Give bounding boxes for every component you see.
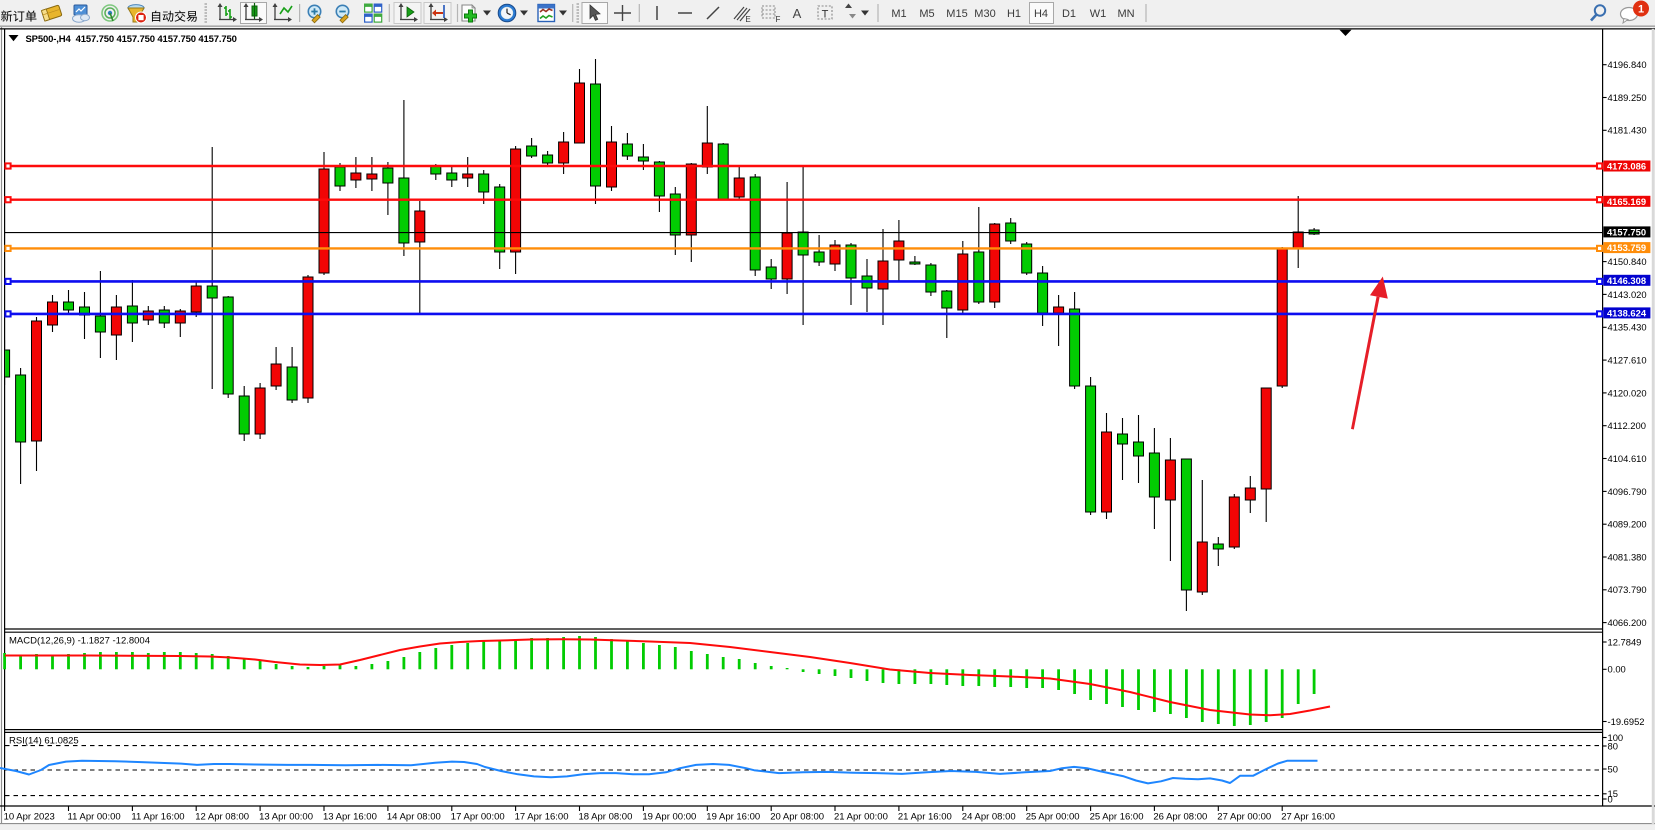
svg-text:4150.840: 4150.840 bbox=[1608, 256, 1647, 267]
svg-text:13 Apr 00:00: 13 Apr 00:00 bbox=[259, 812, 313, 823]
svg-text:13 Apr 16:00: 13 Apr 16:00 bbox=[323, 812, 377, 823]
svg-text:4189.250: 4189.250 bbox=[1608, 92, 1647, 103]
svg-text:0: 0 bbox=[1608, 793, 1613, 804]
svg-text:50: 50 bbox=[1608, 763, 1618, 774]
svg-text:-19.6952: -19.6952 bbox=[1608, 716, 1645, 727]
svg-text:4143.020: 4143.020 bbox=[1608, 289, 1647, 300]
svg-text:H4: H4 bbox=[1034, 8, 1048, 20]
svg-text:MN: MN bbox=[1117, 8, 1134, 20]
svg-text:RSI(14) 61.0825: RSI(14) 61.0825 bbox=[9, 736, 79, 747]
svg-text:4165.169: 4165.169 bbox=[1607, 196, 1646, 207]
svg-text:14 Apr 08:00: 14 Apr 08:00 bbox=[387, 812, 441, 823]
svg-text:W1: W1 bbox=[1090, 8, 1107, 20]
svg-text:T: T bbox=[822, 9, 829, 21]
svg-text:80: 80 bbox=[1608, 740, 1618, 751]
svg-text:4196.840: 4196.840 bbox=[1608, 59, 1647, 70]
svg-text:4157.750: 4157.750 bbox=[1607, 226, 1646, 237]
svg-text:4073.790: 4073.790 bbox=[1608, 584, 1647, 595]
svg-text:25 Apr 00:00: 25 Apr 00:00 bbox=[1026, 812, 1080, 823]
svg-text:MACD(12,26,9) -1.1827 -12.8004: MACD(12,26,9) -1.1827 -12.8004 bbox=[9, 636, 150, 647]
svg-text:4089.200: 4089.200 bbox=[1608, 519, 1647, 530]
svg-text:E: E bbox=[745, 15, 750, 24]
svg-text:M5: M5 bbox=[919, 8, 934, 20]
svg-text:27 Apr 00:00: 27 Apr 00:00 bbox=[1217, 812, 1271, 823]
svg-text:12.7849: 12.7849 bbox=[1608, 636, 1642, 647]
svg-text:24 Apr 08:00: 24 Apr 08:00 bbox=[962, 812, 1016, 823]
svg-text:4153.759: 4153.759 bbox=[1607, 242, 1646, 253]
svg-text:F: F bbox=[776, 15, 781, 24]
svg-text:11 Apr 00:00: 11 Apr 00:00 bbox=[68, 812, 121, 823]
svg-text:4127.610: 4127.610 bbox=[1608, 355, 1647, 366]
svg-text:12 Apr 08:00: 12 Apr 08:00 bbox=[195, 812, 249, 823]
svg-text:A: A bbox=[793, 6, 802, 21]
svg-text:4112.200: 4112.200 bbox=[1608, 420, 1646, 431]
svg-text:27 Apr 16:00: 27 Apr 16:00 bbox=[1281, 812, 1335, 823]
svg-text:4146.308: 4146.308 bbox=[1607, 275, 1646, 286]
svg-text:H1: H1 bbox=[1007, 8, 1021, 20]
svg-text:4081.380: 4081.380 bbox=[1608, 551, 1647, 562]
svg-text:4096.790: 4096.790 bbox=[1608, 486, 1647, 497]
svg-text:4181.430: 4181.430 bbox=[1608, 125, 1647, 136]
svg-text:4120.020: 4120.020 bbox=[1608, 387, 1647, 398]
svg-text:4104.610: 4104.610 bbox=[1608, 453, 1647, 464]
svg-text:18 Apr 08:00: 18 Apr 08:00 bbox=[579, 812, 633, 823]
svg-text:19 Apr 00:00: 19 Apr 00:00 bbox=[642, 812, 696, 823]
svg-text:D1: D1 bbox=[1062, 8, 1076, 20]
svg-text:4066.200: 4066.200 bbox=[1608, 617, 1647, 628]
svg-text:4135.430: 4135.430 bbox=[1608, 322, 1647, 333]
svg-text:M30: M30 bbox=[974, 8, 995, 20]
svg-text:25 Apr 16:00: 25 Apr 16:00 bbox=[1090, 812, 1144, 823]
svg-text:21 Apr 00:00: 21 Apr 00:00 bbox=[834, 812, 888, 823]
svg-text:17 Apr 00:00: 17 Apr 00:00 bbox=[451, 812, 505, 823]
svg-text:M15: M15 bbox=[946, 8, 967, 20]
svg-text:15: 15 bbox=[1608, 788, 1618, 799]
svg-text:10 Apr 2023: 10 Apr 2023 bbox=[4, 812, 55, 823]
svg-text:1: 1 bbox=[1638, 4, 1644, 16]
svg-text:0.00: 0.00 bbox=[1608, 664, 1626, 675]
svg-text:19 Apr 16:00: 19 Apr 16:00 bbox=[706, 812, 760, 823]
svg-text:M1: M1 bbox=[891, 8, 906, 20]
svg-text:4173.086: 4173.086 bbox=[1607, 161, 1646, 172]
svg-text:26 Apr 08:00: 26 Apr 08:00 bbox=[1153, 812, 1207, 823]
svg-text:100: 100 bbox=[1608, 732, 1624, 743]
svg-text:11 Apr 16:00: 11 Apr 16:00 bbox=[131, 812, 184, 823]
svg-text:SP500-,H4 4157.750 4157.750 4: SP500-,H4 4157.750 4157.750 4157.750 415… bbox=[26, 34, 237, 45]
svg-text:17 Apr 16:00: 17 Apr 16:00 bbox=[515, 812, 569, 823]
svg-text:21 Apr 16:00: 21 Apr 16:00 bbox=[898, 812, 952, 823]
svg-text:4138.624: 4138.624 bbox=[1607, 307, 1647, 318]
svg-text:20 Apr 08:00: 20 Apr 08:00 bbox=[770, 812, 824, 823]
